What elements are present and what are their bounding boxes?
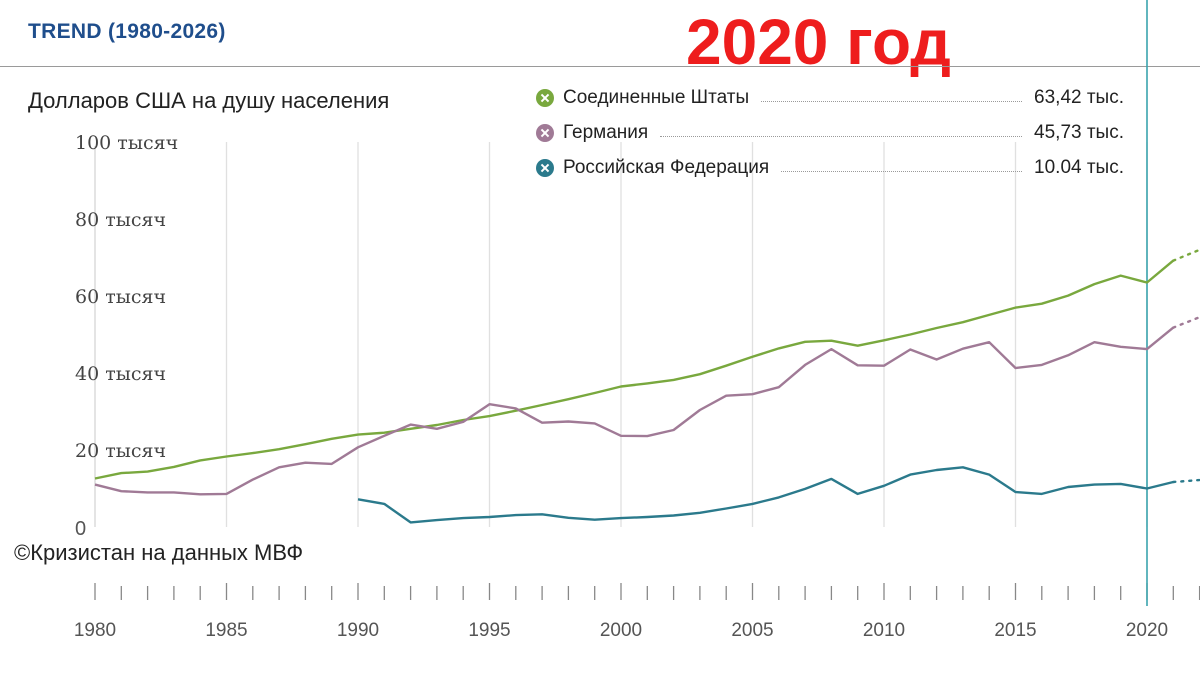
y-tick-label: 40 тысяч [75,363,166,385]
x-tick-label: 2000 [600,620,642,641]
legend-value: 63,42 тыс. [1034,86,1124,108]
header-divider [0,66,1200,67]
chart-title: TREND (1980-2026) [28,20,226,43]
series-line-2 [357,466,1174,524]
x-tick-label: 1995 [468,620,510,641]
projection-line-0 [1172,248,1200,262]
x-tick-label: 2015 [994,620,1036,641]
x-tick-label: 1980 [74,620,116,641]
x-tick-label: 2005 [731,620,773,641]
legend-marker-icon [536,123,554,142]
legend-leader-line [660,136,1023,137]
legend-leader-line [781,171,1023,172]
x-tick-label: 1985 [205,620,247,641]
y-tick-label: 20 тысяч [75,440,166,462]
legend-leader-line [761,101,1023,102]
legend-item-usa[interactable]: Соединенные Штаты 63,42 тыс. [536,80,1124,115]
legend-label: Российская Федерация [563,156,770,178]
legend-marker-icon [536,158,554,177]
x-tick-label: 1990 [337,620,379,641]
y-tick-label: 60 тысяч [75,286,166,308]
legend-label: Германия [563,121,649,143]
legend-item-germany[interactable]: Германия 45,73 тыс. [536,115,1124,150]
legend-item-russia[interactable]: Российская Федерация 10.04 тыс. [536,150,1124,185]
x-tick-label: 2010 [863,620,905,641]
projection-line-2 [1172,478,1200,484]
y-axis-unit-label: Долларов США на душу населения [28,88,390,113]
legend-marker-icon [536,88,554,107]
chart-legend: Соединенные Штаты 63,42 тыс. Германия 45… [536,80,1124,185]
legend-value: 10.04 тыс. [1034,156,1124,178]
legend-value: 45,73 тыс. [1034,121,1124,143]
y-tick-label: 0 [75,518,86,540]
projection-line-1 [1172,316,1200,329]
legend-label: Соединенные Штаты [563,86,750,108]
x-tick-label: 2020 [1126,620,1168,641]
series-line-0 [94,259,1175,480]
source-credit: ©Кризистан на данных МВФ [12,540,308,566]
y-tick-label: 100 тысяч [75,132,178,154]
y-tick-label: 80 тысяч [75,209,166,231]
series-line-1 [94,326,1175,496]
